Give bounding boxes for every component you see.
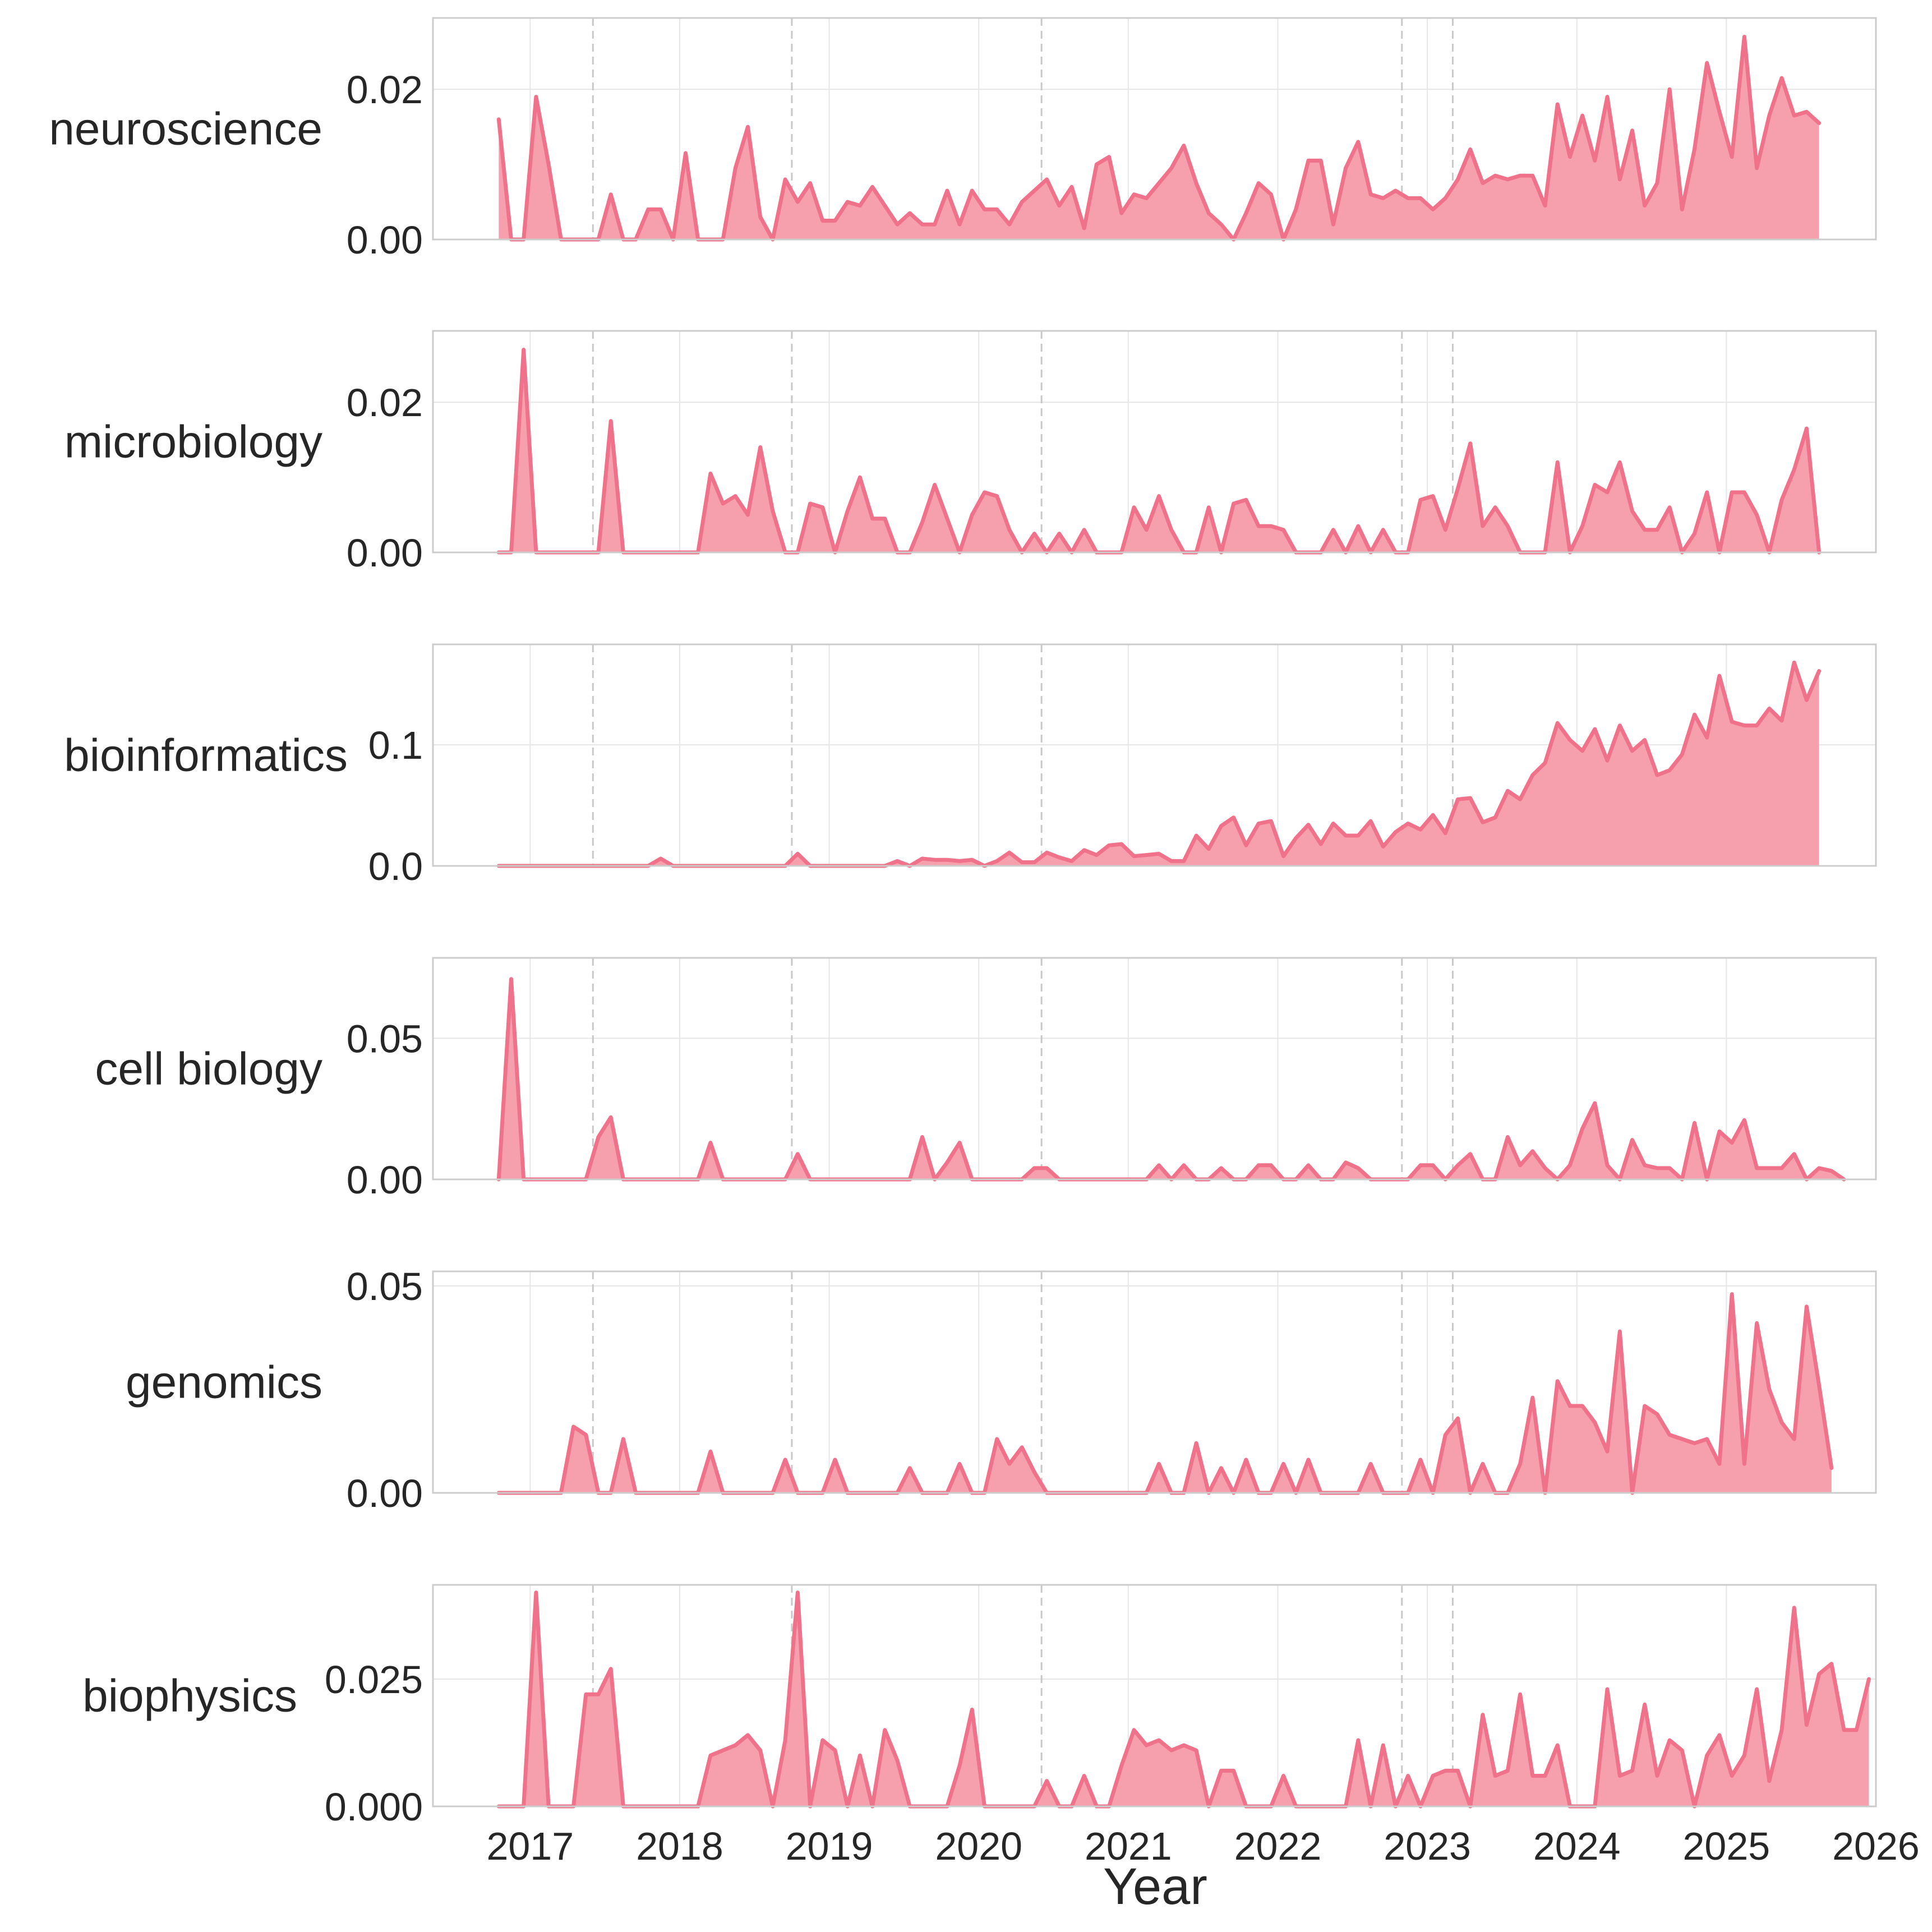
series-line-biophysics: [496, 1590, 1871, 1809]
y-tick-label: 0.05: [347, 1017, 423, 1060]
x-tick-label: 2025: [1683, 1824, 1770, 1868]
x-tick-label: 2021: [1085, 1824, 1172, 1868]
panel-cell-biology: 0.00 0.05 cell biology: [95, 957, 1877, 1202]
series-area-genomics: [499, 1294, 1832, 1493]
panel-frame: [432, 330, 1877, 554]
panel-label-biophysics: biophysics: [82, 1671, 297, 1722]
panel-label-bioinformatics: bioinformatics: [64, 730, 348, 781]
panel-label-cell-biology: cell biology: [95, 1044, 322, 1095]
series-area-microbiology: [499, 349, 1819, 552]
y-tick-label: 0.00: [347, 1472, 423, 1515]
y-tick-label: 0.0: [368, 845, 423, 888]
panel-frame: [432, 643, 1877, 867]
panel-genomics: 0.00 0.05 genomics: [126, 1265, 1877, 1515]
panel-frame: [432, 1270, 1877, 1494]
panel-neuroscience: 0.00 0.02 neuroscience: [49, 17, 1877, 262]
x-tick-label: 2018: [636, 1824, 723, 1868]
x-tick-label: 2019: [786, 1824, 873, 1868]
x-tick-label: 2020: [935, 1824, 1022, 1868]
y-tick-label: 0.00: [347, 1158, 423, 1202]
x-tick-label: 2022: [1234, 1824, 1322, 1868]
y-tick-label: 0.000: [325, 1785, 423, 1829]
panel-biophysics: 0.000 0.025 biophysics: [82, 1584, 1877, 1829]
panel-frame: [432, 1584, 1877, 1807]
y-tick-label: 0.05: [347, 1265, 423, 1308]
panel-frame: [432, 957, 1877, 1181]
x-tick-label: 2024: [1533, 1824, 1621, 1868]
panel-frame: [432, 17, 1877, 241]
x-tick-label: 2026: [1832, 1824, 1920, 1868]
y-tick-label: 0.02: [347, 68, 423, 112]
x-tick-label: 2017: [486, 1824, 574, 1868]
x-axis: 2017 2018 2019 2020 2021 2022 2023 2024 2025 2026: [486, 1824, 1919, 1868]
panel-label-neuroscience: neuroscience: [49, 104, 322, 155]
series-area-bioinformatics: [499, 662, 1819, 866]
y-tick-label: 0.00: [347, 218, 423, 262]
y-tick-label: 0.025: [325, 1658, 423, 1702]
x-tick-label: 2023: [1384, 1824, 1471, 1868]
y-tick-label: 0.02: [347, 381, 423, 425]
x-axis-title: Year: [1103, 1858, 1207, 1915]
panel-label-genomics: genomics: [126, 1357, 322, 1408]
series-area-neuroscience: [499, 36, 1819, 239]
series-area-biophysics: [499, 1592, 1869, 1806]
panels-group: 0.00 0.02 neuroscience 0.00 0.02 microbiology…: [49, 17, 1877, 1829]
y-tick-label: 0.1: [368, 723, 423, 767]
panel-label-microbiology: microbiology: [64, 417, 322, 468]
panel-bioinformatics: 0.0 0.1 bioinformatics: [64, 643, 1877, 888]
series-line-genomics: [496, 1292, 1834, 1495]
panel-microbiology: 0.00 0.02 microbiology: [64, 330, 1877, 575]
y-tick-label: 0.00: [347, 531, 423, 575]
series-line-microbiology: [496, 348, 1822, 555]
